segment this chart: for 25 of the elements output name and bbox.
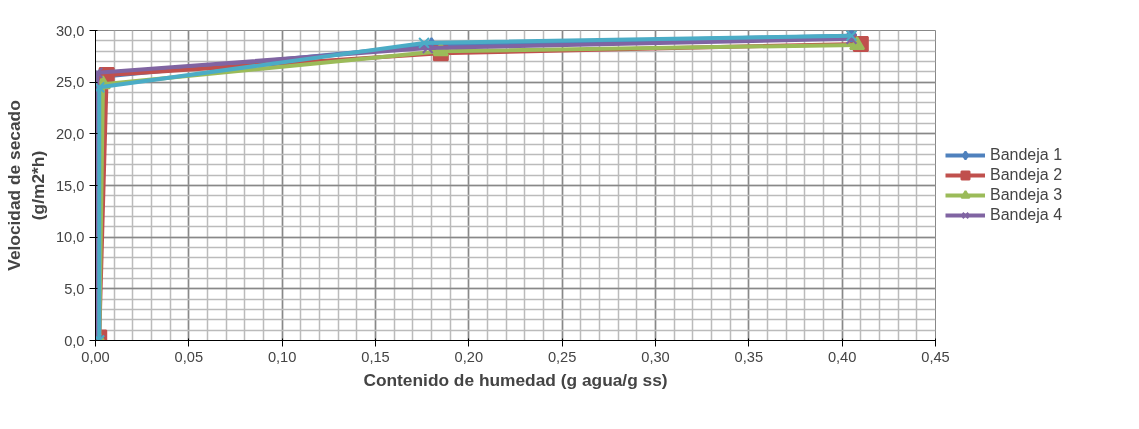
y-tick-label: 15,0 <box>55 177 85 194</box>
legend-label: Bandeja 4 <box>990 206 1063 224</box>
legend-label: Bandeja 2 <box>990 166 1063 184</box>
x-tick-label: 0,30 <box>641 348 670 365</box>
x-tick-label: 0,05 <box>174 348 204 365</box>
x-tick-label: 0,25 <box>547 348 577 365</box>
x-tick-label: 0,40 <box>827 348 857 365</box>
y-axis-title: Velocidad de secado (g/m2*h) <box>3 100 48 271</box>
y-tick-label: 20,0 <box>55 125 85 142</box>
x-tick-label: 0,10 <box>267 348 297 365</box>
x-axis-title: Contenido de humedad (g agua/g ss) <box>363 369 668 390</box>
x-tick-label: 0,20 <box>454 348 484 365</box>
y-tick-label: 30,0 <box>55 22 85 39</box>
y-tick-label: 5,0 <box>64 280 85 297</box>
legend-label: Bandeja 3 <box>990 186 1063 204</box>
x-tick-label: 0,00 <box>81 348 110 365</box>
y-tick-label: 25,0 <box>55 74 85 91</box>
legend-label: Bandeja 1 <box>990 146 1063 164</box>
point <box>95 81 106 94</box>
y-tick-label: 0,0 <box>64 332 85 349</box>
point <box>418 36 430 49</box>
x-tick-label: 0,45 <box>921 348 950 365</box>
x-tick-label: 0,35 <box>734 348 764 365</box>
y-tick-label: 10,0 <box>55 229 85 246</box>
x-tick-label: 0,15 <box>361 348 390 365</box>
